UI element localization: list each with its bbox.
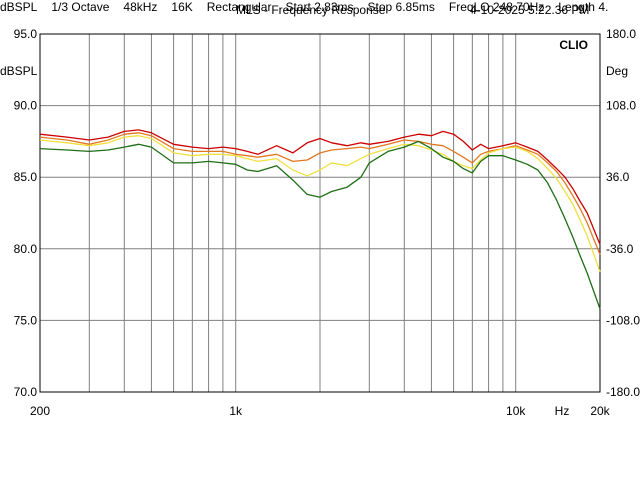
y-right-tick-label: 108.0 (606, 99, 636, 113)
footer-start: Start 2.83ms (285, 0, 354, 14)
y-right-tick-label: -180.0 (606, 385, 640, 399)
series-line-2 (39, 135, 601, 272)
footer-stop: Stop 6.85ms (367, 0, 435, 14)
footer-smoothing: 1/3 Octave (51, 0, 110, 14)
plot-frame (39, 33, 601, 393)
y-tick-label: 75.0 (14, 313, 38, 327)
series-line-1 (39, 132, 601, 255)
y-tick-label: 90.0 (14, 99, 38, 113)
y-right-axis-label: Deg (606, 64, 628, 78)
y-right-tick-label: -36.0 (606, 242, 634, 256)
y-right-tick-label: 36.0 (606, 170, 630, 184)
timestamp: 4-10-2025 5.22.36 PM (470, 3, 590, 17)
footer-freqlo: FreqLO 248.70Hz (448, 0, 545, 14)
x-tick-label: 200 (30, 404, 50, 418)
footer-length: Length 4. (558, 0, 609, 14)
y-right-tick-label: -108.0 (606, 313, 640, 327)
y-tick-label: 80.0 (14, 242, 38, 256)
footer-fft-size: 16K (171, 0, 193, 14)
status-footer: dBSPL 1/3 Octave 48kHz 16K Rectangular S… (0, 0, 640, 14)
footer-window: Rectangular (206, 0, 272, 14)
chart-title: MLS - Frequency Response (236, 3, 386, 17)
y-tick-label: 70.0 (14, 385, 38, 399)
y-right-tick-label: 180.0 (606, 27, 636, 41)
series-line-0 (39, 129, 601, 245)
x-axis-label: Hz (555, 404, 570, 418)
x-tick-label: 10k (506, 404, 526, 418)
x-tick-label: 20k (590, 404, 610, 418)
y-tick-label: 95.0 (14, 27, 38, 41)
footer-sample-rate: 48kHz (123, 0, 158, 14)
x-tick-label: 1k (229, 404, 243, 418)
brand-label: CLIO (559, 38, 588, 52)
y-tick-label: 85.0 (14, 170, 38, 184)
series-line-3 (39, 140, 601, 310)
footer-unit: dBSPL (0, 0, 38, 14)
y-axis-label: dBSPL (0, 64, 38, 78)
